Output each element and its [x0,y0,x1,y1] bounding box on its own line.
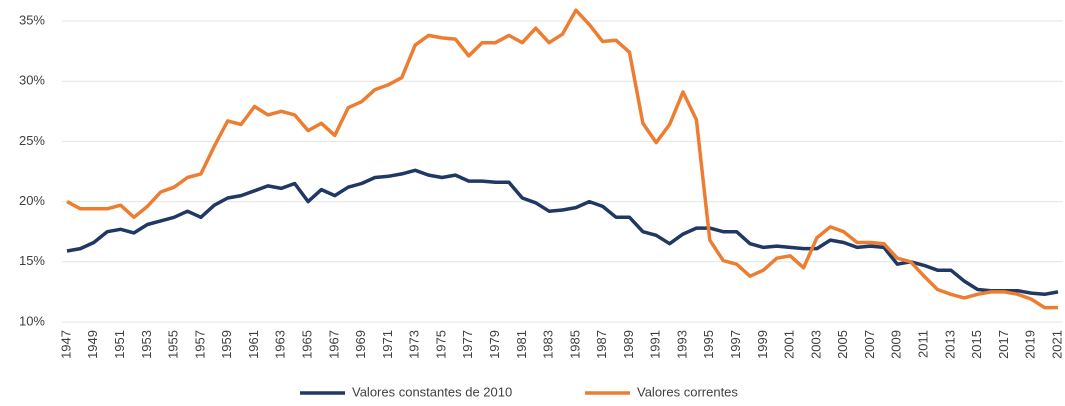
x-tick-label: 1963 [273,330,288,359]
x-tick-label: 2013 [942,330,957,359]
x-tick-label: 1997 [728,330,743,359]
x-tick-label: 1987 [594,330,609,359]
y-tick-label: 35% [19,12,45,27]
x-tick-label: 1975 [433,330,448,359]
x-tick-label: 1965 [299,330,314,359]
x-tick-label: 1973 [407,330,422,359]
x-tick-label: 1979 [487,330,502,359]
x-tick-label: 1995 [701,330,716,359]
x-tick-label: 1947 [58,330,73,359]
x-tick-label: 2017 [996,330,1011,359]
y-tick-label: 20% [19,193,45,208]
x-tick-label: 1959 [219,330,234,359]
x-tick-label: 1953 [139,330,154,359]
x-tick-label: 1969 [353,330,368,359]
y-tick-label: 30% [19,73,45,88]
series-line [66,168,1059,297]
x-tick-label: 1989 [621,330,636,359]
x-tick-label: 2019 [1023,330,1038,359]
x-tick-label: 2015 [969,330,984,359]
y-tick-label: 10% [19,313,45,328]
x-tick-label: 2007 [862,330,877,359]
legend-label: Valores correntes [637,384,738,399]
y-tick-label: 15% [19,253,45,268]
x-tick-label: 1977 [460,330,475,359]
x-tick-label: 1951 [112,330,127,359]
x-tick-label: 1967 [326,330,341,359]
x-tick-label: 2021 [1049,330,1064,359]
x-tick-label: 1991 [648,330,663,359]
x-tick-label: 2005 [835,330,850,359]
x-tick-label: 1993 [674,330,689,359]
y-tick-label: 25% [19,133,45,148]
x-tick-label: 1983 [541,330,556,359]
x-tick-label: 2011 [916,330,931,358]
x-tick-label: 1957 [192,330,207,359]
x-tick-label: 1955 [166,330,181,359]
legend-label: Valores constantes de 2010 [352,384,512,399]
series-line [66,8,1058,310]
x-tick-label: 2001 [782,330,797,359]
x-tick-label: 1971 [380,330,395,359]
x-tick-label: 1999 [755,330,770,359]
x-tick-label: 1949 [85,330,100,359]
x-tick-label: 1985 [567,330,582,359]
x-tick-label: 1981 [514,330,529,359]
x-tick-label: 2009 [889,330,904,359]
x-tick-label: 1961 [246,330,261,359]
x-tick-label: 2003 [808,330,823,359]
